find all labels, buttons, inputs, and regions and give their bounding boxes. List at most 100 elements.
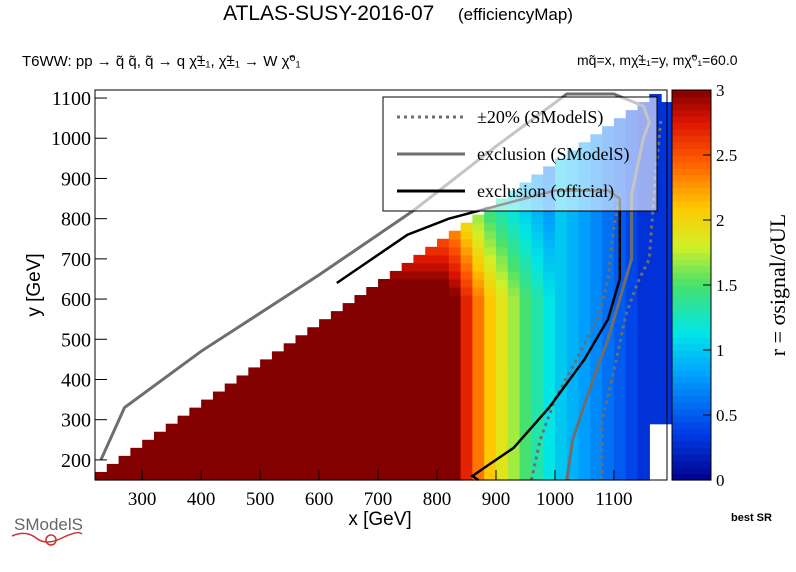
heatmap-cell xyxy=(378,375,391,385)
colorbar-segment xyxy=(672,103,711,111)
heatmap-cell xyxy=(295,367,308,377)
heatmap-cell xyxy=(413,471,426,481)
colorbar-segment xyxy=(672,207,711,215)
heatmap-cell xyxy=(472,303,485,312)
heatmap-cell xyxy=(625,303,639,312)
heatmap-cell xyxy=(401,463,415,473)
heatmap-cell xyxy=(590,439,603,449)
heatmap-cell xyxy=(330,415,344,425)
colorbar-tick-label: 2.5 xyxy=(716,146,737,165)
heatmap-cell xyxy=(260,383,273,393)
heatmap-cell xyxy=(519,391,532,401)
heatmap-cell xyxy=(507,375,521,385)
heatmap-cell xyxy=(448,399,462,409)
heatmap-cell xyxy=(495,391,509,401)
heatmap-cell xyxy=(625,367,639,377)
heatmap-cell xyxy=(637,431,650,441)
heatmap-cell xyxy=(507,254,521,264)
heatmap-cell xyxy=(236,471,249,481)
heatmap-cell xyxy=(224,439,238,449)
heatmap-cell xyxy=(578,359,591,369)
heatmap-cell xyxy=(495,222,509,232)
heatmap-cell xyxy=(460,327,473,336)
y-tick-label: 900 xyxy=(61,168,91,190)
heatmap-cell xyxy=(330,335,344,344)
colorbar-segment xyxy=(672,421,711,429)
heatmap-cell xyxy=(472,439,485,449)
heatmap-cell xyxy=(448,262,462,272)
heatmap-cell xyxy=(448,254,462,264)
heatmap-cell xyxy=(283,391,297,401)
heatmap-cell xyxy=(543,295,556,304)
heatmap-cell xyxy=(554,415,568,425)
heatmap-cell xyxy=(484,399,497,409)
heatmap-cell xyxy=(425,455,438,465)
colorbar-segment xyxy=(672,434,711,442)
heatmap-cell xyxy=(212,439,226,449)
heatmap-cell xyxy=(295,463,308,473)
chart-title: ATLAS-SUSY-2016-07 (efficiencyMap) xyxy=(0,2,796,26)
heatmap-cell xyxy=(649,351,662,360)
heatmap-cell xyxy=(554,343,568,352)
x-tick-label: 700 xyxy=(364,489,393,510)
heatmap-cell xyxy=(578,439,591,449)
heatmap-cell xyxy=(578,287,591,296)
heatmap-cell xyxy=(425,383,438,393)
heatmap-cell xyxy=(495,246,509,256)
heatmap-cell xyxy=(330,311,344,320)
heatmap-cell xyxy=(531,455,544,465)
heatmap-cell xyxy=(649,303,662,312)
heatmap-cell xyxy=(389,295,403,304)
heatmap-cell xyxy=(201,423,214,433)
heatmap-cell xyxy=(519,303,532,312)
heatmap-cell xyxy=(519,295,532,304)
heatmap-cell xyxy=(389,319,403,328)
heatmap-cell xyxy=(554,447,568,457)
heatmap-cell xyxy=(472,327,485,336)
heatmap-cell xyxy=(460,455,473,465)
heatmap-cell xyxy=(519,214,532,224)
heatmap-cell xyxy=(602,383,615,393)
heatmap-cell xyxy=(519,254,532,264)
heatmap-cell xyxy=(472,287,485,296)
heatmap-cell xyxy=(495,287,509,296)
heatmap-cell xyxy=(519,407,532,417)
colorbar-segment xyxy=(672,96,711,104)
y-tick-label: 200 xyxy=(61,450,91,472)
heatmap-cell xyxy=(625,351,639,360)
heatmap-cell xyxy=(602,407,615,417)
heatmap-cell xyxy=(319,351,332,360)
heatmap-cell xyxy=(448,383,462,393)
heatmap-cell xyxy=(378,439,391,449)
heatmap-cell xyxy=(531,439,544,449)
heatmap-cell xyxy=(519,383,532,393)
heatmap-cell xyxy=(401,287,415,296)
heatmap-cell xyxy=(531,262,544,272)
heatmap-cell xyxy=(613,447,627,457)
heatmap-cell xyxy=(319,439,332,449)
heatmap-cell xyxy=(389,367,403,377)
heatmap-cell xyxy=(554,351,568,360)
heatmap-cell xyxy=(543,303,556,312)
heatmap-cell xyxy=(507,246,521,256)
heatmap-cell xyxy=(342,463,356,473)
heatmap-cell xyxy=(271,447,285,457)
heatmap-cell xyxy=(283,423,297,433)
heatmap-cell xyxy=(613,439,627,449)
colorbar-segment xyxy=(672,252,711,260)
heatmap-cell xyxy=(625,375,639,385)
heatmap-cell xyxy=(118,471,131,481)
heatmap-cell xyxy=(519,335,532,344)
heatmap-cell xyxy=(283,471,297,481)
colorbar-segment xyxy=(672,226,711,234)
heatmap-cell xyxy=(307,351,320,360)
heatmap-cell xyxy=(578,447,591,457)
heatmap-cell xyxy=(566,383,580,393)
heatmap-cell xyxy=(342,391,356,401)
heatmap-cell xyxy=(495,455,509,465)
heatmap-cell xyxy=(413,463,426,473)
heatmap-cell xyxy=(283,407,297,417)
heatmap-cell xyxy=(484,471,497,481)
heatmap-cell xyxy=(378,423,391,433)
heatmap-cell xyxy=(613,351,627,360)
